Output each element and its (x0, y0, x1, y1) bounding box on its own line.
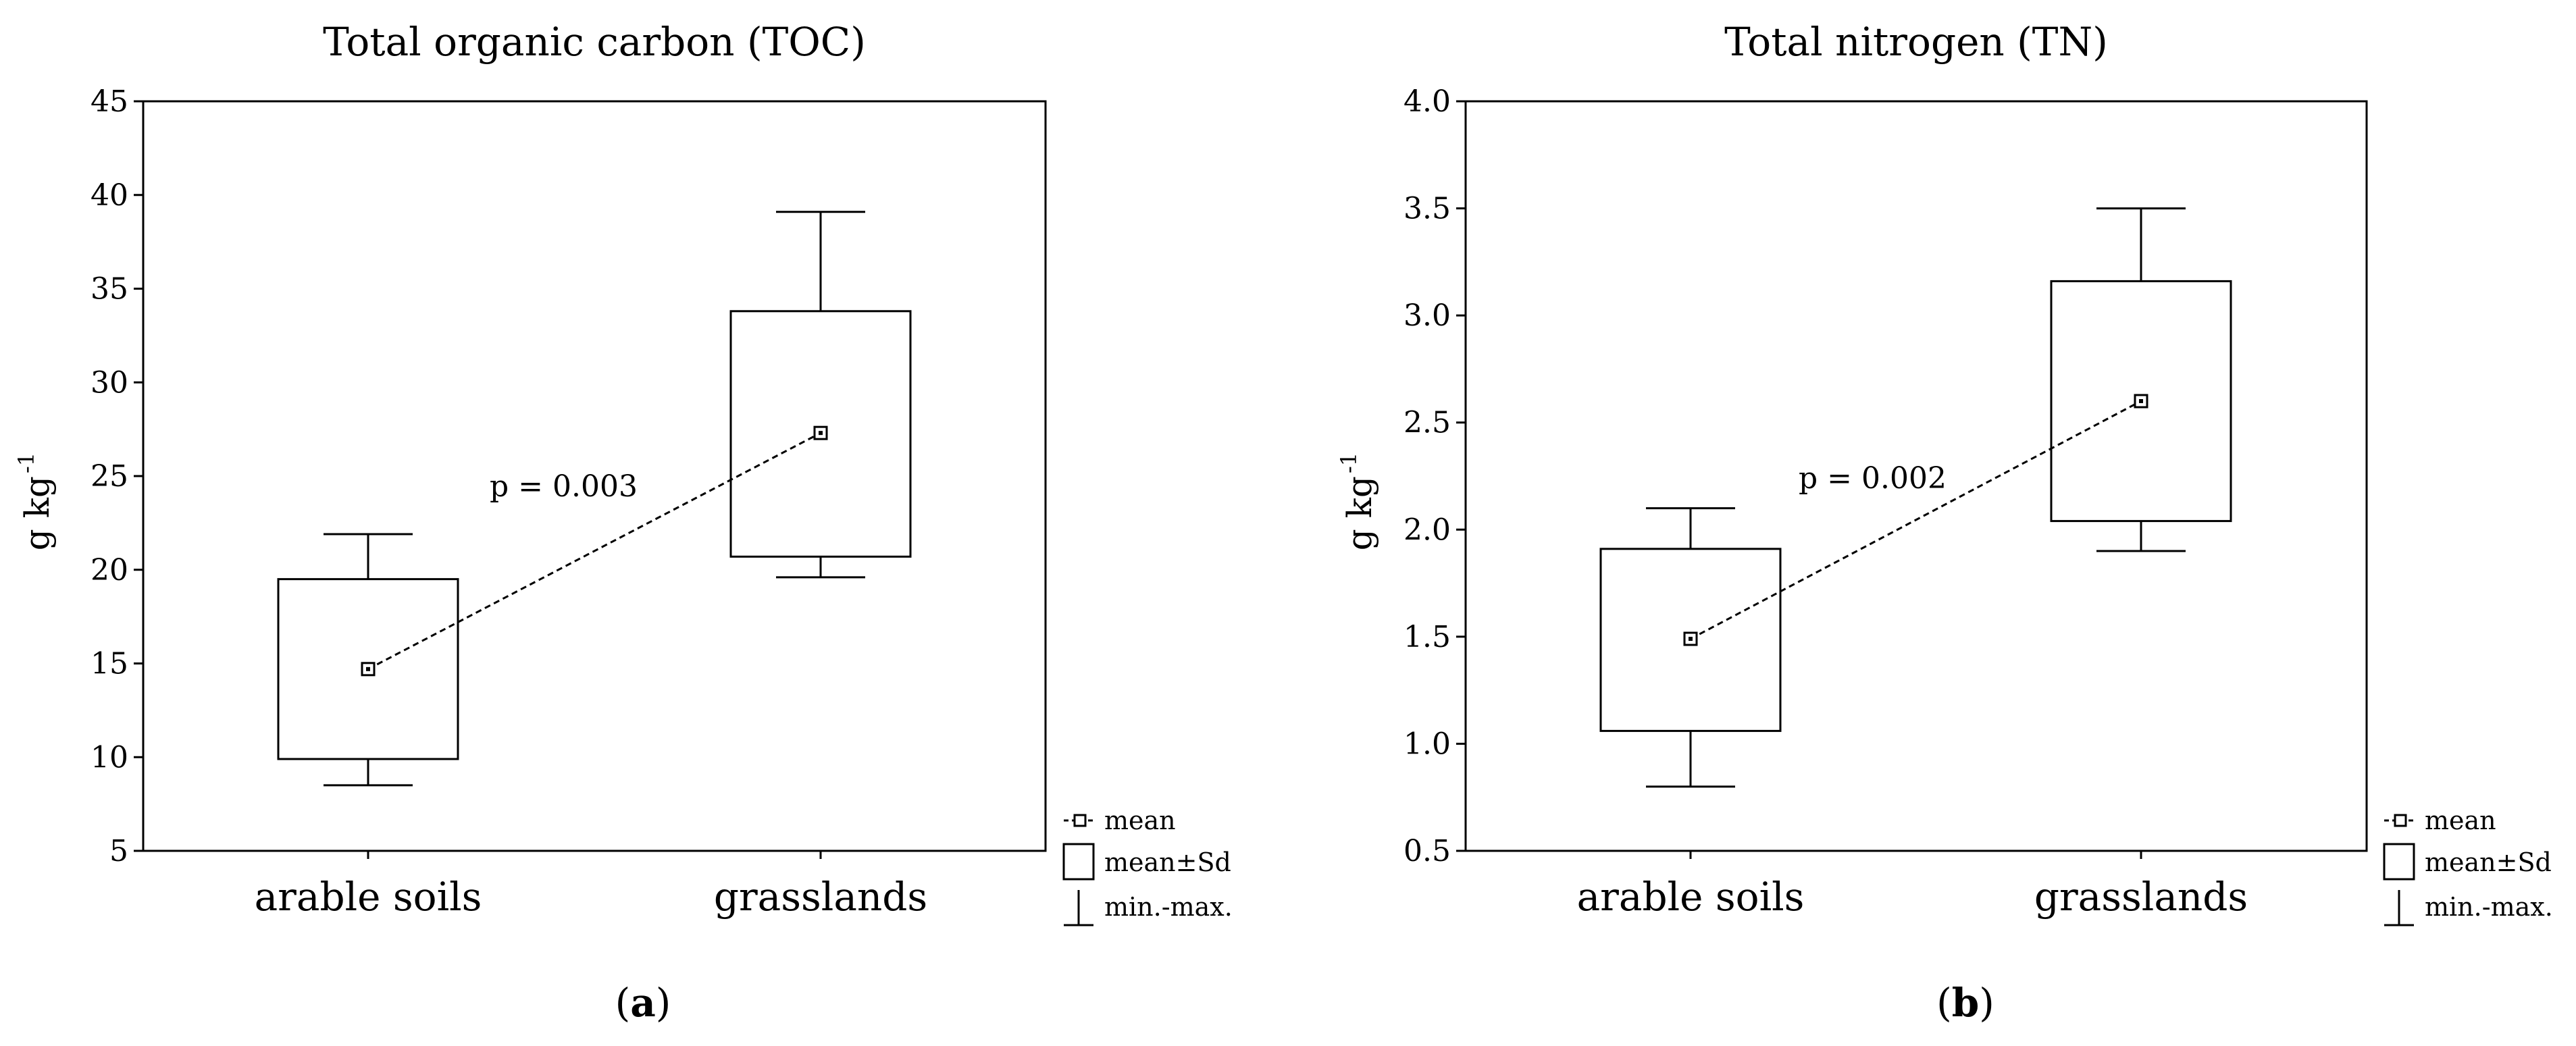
x-category-label: arable soils (1577, 874, 1805, 920)
y-tick-label: 35 (91, 272, 128, 307)
panel-a: Total organic carbon (TOC) 5 10 15 20 25 30 35 4… (14, 19, 1233, 1026)
legend-whisker-label: min.-max. (2425, 892, 2553, 922)
y-tick-label: 45 (91, 84, 128, 119)
legend-mean-marker (1073, 814, 1087, 827)
y-tick-label: 2.0 (1403, 513, 1451, 547)
legend-box-symbol (1062, 843, 1095, 881)
legend-mean-label: mean (2425, 806, 2496, 835)
y-tick-label: 0.5 (1403, 834, 1451, 868)
legend: mean mean±Sd min.-max. (2383, 806, 2553, 926)
y-tick-label: 40 (91, 178, 128, 213)
panel-label-letter: a (630, 980, 656, 1026)
y-axis-label: g kg (1340, 476, 1379, 550)
y-tick-label: 1.0 (1403, 727, 1451, 761)
panel-label: (b) (1936, 980, 1994, 1026)
x-category-label: grasslands (714, 874, 927, 920)
y-axis-label: g kg (18, 476, 57, 550)
x-category-label: arable soils (255, 874, 482, 920)
legend-box-symbol (2383, 843, 2415, 881)
y-tick-label: 20 (91, 553, 128, 587)
x-category-label: grasslands (2034, 874, 2248, 920)
mean-connector-line (1690, 400, 2142, 640)
mean-marker-dot (2139, 399, 2143, 403)
y-axis-label-group: g kg -1 (14, 452, 57, 550)
y-tick-label: 1.5 (1403, 620, 1451, 654)
mean-marker-dot (819, 431, 823, 436)
mean-marker-dot (366, 666, 370, 671)
y-tick-label: 10 (91, 740, 128, 775)
legend-whisker-label: min.-max. (1104, 892, 1233, 922)
chart-title: Total organic carbon (TOC) (323, 19, 866, 65)
legend-box-label: mean±Sd (2425, 847, 2552, 877)
p-value-annotation: p = 0.003 (490, 469, 638, 504)
y-tick-label: 25 (91, 459, 128, 494)
y-tick-label: 30 (91, 365, 128, 400)
y-tick-label: 3.0 (1403, 298, 1451, 333)
panel-b: Total nitrogen (TN) 0.5 1.0 1.5 2.0 2.5 3.0 3.5… (1336, 19, 2553, 1026)
mean-connector-line (367, 432, 821, 671)
legend-mean-marker (2394, 814, 2407, 827)
y-axis-label-superscript: -1 (1336, 452, 1362, 473)
mean-marker-dot (1689, 637, 1693, 642)
panel-label: (a) (615, 980, 671, 1026)
chart-title: Total nitrogen (TN) (1724, 19, 2108, 65)
y-tick-label: 2.5 (1403, 406, 1451, 440)
y-tick-label: 3.5 (1403, 192, 1451, 226)
y-tick-label: 5 (109, 834, 128, 868)
y-axis-label-group: g kg -1 (1336, 452, 1379, 550)
y-tick-label: 15 (91, 647, 128, 681)
legend: mean mean±Sd min.-max. (1062, 806, 1233, 926)
y-axis-label-superscript: -1 (14, 452, 39, 473)
panel-label-letter: b (1952, 980, 1980, 1026)
p-value-annotation: p = 0.002 (1799, 461, 1947, 496)
legend-mean-label: mean (1104, 806, 1176, 835)
legend-box-label: mean±Sd (1104, 847, 1231, 877)
plot-frame (1464, 100, 2368, 852)
y-tick-label: 4.0 (1403, 84, 1451, 119)
